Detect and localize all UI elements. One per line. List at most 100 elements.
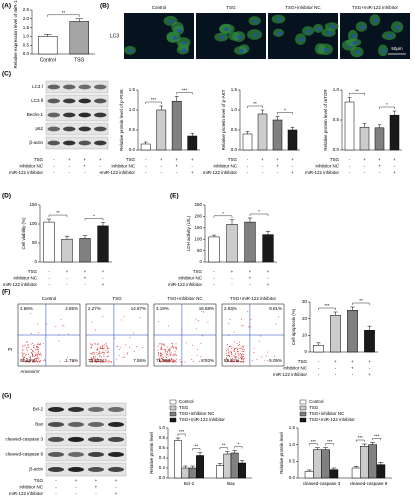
group-label: TSG+inhibitor NC [285, 5, 321, 10]
event-dot [228, 356, 230, 357]
event-dot [91, 321, 93, 323]
event-dot [238, 341, 240, 343]
event-dot [94, 329, 96, 331]
event-dot [44, 358, 45, 360]
event-dot [179, 359, 181, 361]
treatment-sign: - [53, 157, 55, 162]
bar [287, 129, 298, 151]
event-dot [36, 356, 38, 358]
event-dot [31, 354, 33, 356]
event-dot [108, 347, 110, 349]
event-dot [229, 318, 231, 320]
event-dot [23, 358, 25, 360]
treatment-sign: + [68, 157, 71, 162]
event-dot [37, 359, 39, 361]
event-dot [31, 356, 33, 358]
treatment-sign: - [277, 170, 279, 175]
blot-band [108, 407, 124, 412]
event-dot [22, 350, 24, 351]
event-dot [197, 349, 198, 350]
treatment-sign: + [102, 282, 105, 287]
flow-x-label: AnnexinV [20, 369, 39, 374]
event-dot [91, 361, 93, 363]
event-dot [232, 309, 234, 311]
event-dot [243, 361, 245, 363]
treatment-label: miR-122 inhibitor [305, 170, 340, 175]
event-dot [241, 350, 243, 352]
treatment-sign: + [84, 269, 87, 274]
event-dot [160, 353, 162, 354]
x-tick-label: TSG [74, 57, 84, 63]
event-dot [105, 345, 107, 347]
event-dot [173, 346, 175, 348]
treatment-sign: - [349, 157, 351, 162]
event-dot [172, 360, 174, 362]
event-dot [237, 344, 239, 346]
event-dot [170, 352, 172, 354]
significance-bracket [352, 302, 370, 305]
event-dot [125, 344, 127, 346]
bar [313, 449, 322, 479]
event-dot [160, 346, 162, 347]
event-dot [90, 352, 92, 354]
event-dot [103, 361, 105, 363]
event-dot [195, 318, 197, 320]
event-dot [100, 359, 102, 360]
event-dot [166, 356, 168, 358]
blot-band [48, 467, 64, 472]
event-dot [191, 358, 193, 360]
treatment-label: inhibitor NC [283, 366, 307, 371]
bar [216, 465, 224, 479]
y-tick-label: 0.2 [159, 465, 166, 470]
event-dot [243, 359, 245, 361]
event-dot [238, 357, 240, 359]
nucleus [387, 34, 393, 38]
event-dot [243, 357, 245, 359]
event-dot [32, 342, 33, 344]
quadrant-value: 75.31% [88, 358, 103, 363]
event-dot [235, 352, 237, 354]
treatment-sign: + [334, 359, 337, 364]
treatment-sign: - [161, 164, 163, 169]
nucleus [277, 17, 282, 22]
event-dot [100, 347, 102, 349]
event-dot [32, 360, 34, 362]
event-dot [164, 360, 166, 362]
event-dot [170, 359, 172, 361]
event-dot [34, 351, 36, 353]
event-dot [157, 349, 159, 351]
treatment-sign: - [262, 164, 264, 169]
event-dot [93, 353, 95, 355]
event-dot [168, 361, 170, 363]
significance-bracket [48, 214, 68, 218]
bar [330, 315, 341, 353]
event-dot [172, 354, 174, 356]
event-dot [102, 360, 104, 362]
event-dot [240, 355, 242, 357]
event-dot [23, 353, 24, 355]
bar [313, 345, 324, 353]
quadrant-value: 8.93% [201, 358, 214, 363]
event-dot [229, 345, 231, 347]
event-dot [240, 318, 242, 320]
event-dot [186, 342, 188, 344]
treatment-sign: + [191, 157, 194, 162]
treatment-sign: + [393, 170, 396, 175]
blot-label: cleaved-caspase 3 [5, 437, 43, 442]
event-dot [243, 345, 245, 347]
event-dot [157, 345, 159, 347]
event-dot [158, 357, 160, 359]
blot-band [88, 422, 104, 427]
event-dot [168, 360, 170, 362]
treatment-sign: + [115, 491, 118, 496]
treatment-sign: - [318, 366, 320, 371]
treatment-sign: + [291, 157, 294, 162]
y-tick-label: 0.5 [333, 117, 340, 122]
panel-label: (C) [2, 71, 11, 78]
event-dot [159, 343, 161, 345]
event-dot [161, 361, 163, 363]
y-tick-label: 0 [199, 259, 202, 264]
blot-band [48, 452, 64, 457]
event-dot [66, 356, 68, 358]
legend-swatch [299, 417, 307, 423]
